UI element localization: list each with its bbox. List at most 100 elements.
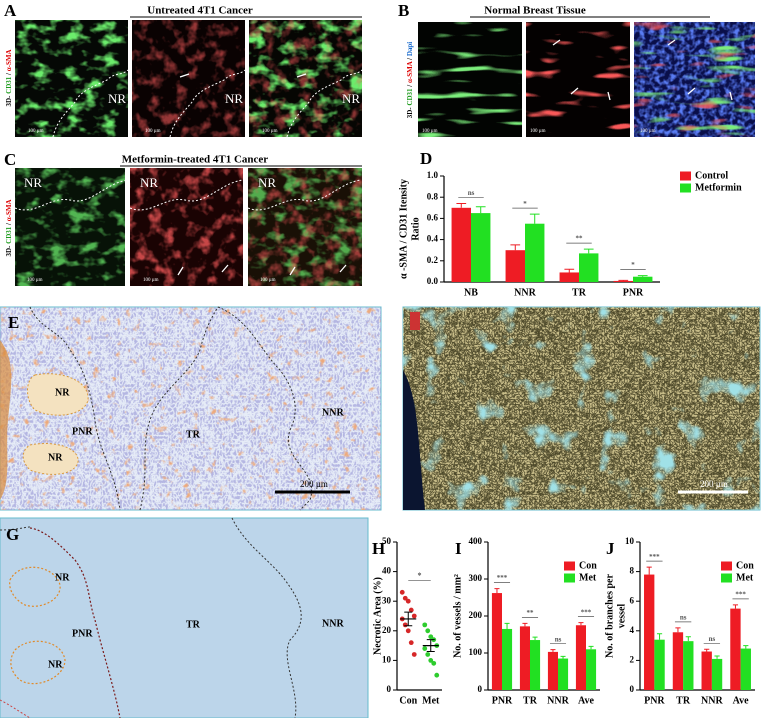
x-tick-label: NNR [514, 287, 536, 298]
stain-label: 3D- CD31 / α-SMA [5, 49, 13, 106]
bar [711, 658, 723, 690]
bar [730, 608, 741, 690]
stain-part: / [406, 84, 414, 88]
error-bar [656, 633, 663, 640]
chart: 0.0 0.2 0.4 0.6 0.8 1.0 α -SMA / CD31 Itensity… [398, 170, 742, 298]
x-tick-label: NNR [547, 695, 569, 706]
error-bar [550, 649, 556, 652]
region-label: PNR [72, 628, 93, 639]
micrograph [526, 22, 630, 137]
error-bar [618, 279, 629, 281]
panel-title: Normal Breast Tissue [484, 5, 586, 17]
data-point [425, 652, 431, 657]
bar [575, 625, 586, 690]
y-tick-label: 2 [630, 654, 635, 664]
stain-part: CD31 [406, 88, 414, 106]
bar [547, 651, 558, 690]
error-bar [578, 622, 584, 626]
stain-label: 3D- CD31 / α-SMA [5, 199, 13, 256]
stain-part: / [406, 57, 414, 61]
bar [633, 276, 653, 282]
significance-label: ** [576, 235, 584, 243]
panel-title: Untreated 4T1 Cancer [147, 5, 253, 17]
y-axis-label: Necrotic Area (%) [372, 577, 383, 655]
scale-label: 100 µm [28, 129, 44, 134]
significance-label: ns [680, 613, 687, 621]
micrograph [418, 22, 522, 137]
y-tick-label: 0.6 [427, 212, 439, 222]
y-tick-label: 0 [387, 684, 392, 694]
y-tick-label: 0.4 [427, 234, 439, 244]
error-bar [704, 648, 710, 652]
panel-letter: H [372, 539, 385, 558]
x-tick-label: Ave [578, 695, 594, 706]
bar [502, 628, 513, 690]
significance-label: ** [527, 609, 535, 617]
panel-letter: I [455, 539, 462, 558]
stain-part: α-SMA [5, 199, 13, 221]
data-point [408, 607, 414, 613]
data-point [411, 652, 417, 657]
bar [586, 649, 597, 690]
y-tick-label: 0.0 [427, 276, 439, 286]
bar [525, 223, 545, 282]
region-label: NR [140, 175, 158, 190]
scale-label: 100 µm [143, 278, 159, 283]
bar [491, 593, 502, 690]
region-label: NR [24, 175, 42, 190]
bar [613, 280, 633, 282]
bar [558, 658, 569, 690]
region-label: NR [48, 452, 63, 463]
stain-part: α-SMA [5, 49, 13, 71]
bar [683, 641, 694, 690]
region-label: NNR [322, 618, 344, 629]
data-point [422, 646, 428, 651]
error-bar [588, 645, 594, 650]
region-label: NR [342, 91, 360, 106]
legend-swatch [564, 573, 575, 583]
y-tick-label: 4 [630, 625, 635, 635]
significance-label: *** [735, 591, 746, 599]
data-point [431, 660, 437, 666]
bar [701, 651, 712, 690]
legend-swatch [680, 183, 691, 193]
significance-label: * [523, 200, 527, 208]
data-point [402, 622, 408, 628]
bar [530, 640, 541, 690]
histology-image [0, 306, 382, 511]
significance-label: * [418, 571, 422, 580]
x-tick-label: NB [464, 287, 478, 298]
legend-label: Met [736, 572, 754, 583]
error-bar [456, 203, 467, 208]
x-tick-label: NNR [701, 695, 723, 706]
legend-label: Con [579, 560, 597, 571]
significance-label: *** [497, 574, 508, 582]
x-tick-label: TR [572, 287, 587, 298]
y-tick-label: 0.2 [427, 255, 439, 265]
y-axis-label: Ratio [410, 217, 421, 240]
error-bar [564, 268, 575, 273]
x-tick-label: TR [676, 695, 691, 706]
y-tick-label: 50 [382, 536, 392, 546]
x-tick-label: Ave [733, 695, 749, 706]
y-tick-label: 0 [478, 684, 483, 694]
x-tick-label: Met [422, 695, 440, 706]
legend-label: Control [695, 170, 728, 181]
y-tick-label: 20 [382, 625, 392, 635]
data-point [399, 589, 405, 595]
chart: 0 10 20 30 40 50 Necrotic Area (%) Con Met * [372, 536, 442, 706]
data-point [425, 628, 431, 634]
region-label: TR [186, 429, 201, 440]
scale-label: 100 µm [262, 129, 278, 134]
chart: 0 2 4 6 8 10 No. of branches per vessel PNR TR NNR… [604, 536, 755, 706]
legend-swatch [721, 561, 732, 571]
error-bar [732, 604, 739, 609]
error-bar [529, 213, 540, 224]
stain-part: 3D- [5, 245, 13, 257]
error-bar [743, 645, 749, 649]
y-tick-label: 10 [382, 654, 392, 664]
x-tick-label: TR [523, 695, 538, 706]
scale-label: 100 µm [27, 278, 43, 283]
legend-swatch [721, 573, 732, 583]
